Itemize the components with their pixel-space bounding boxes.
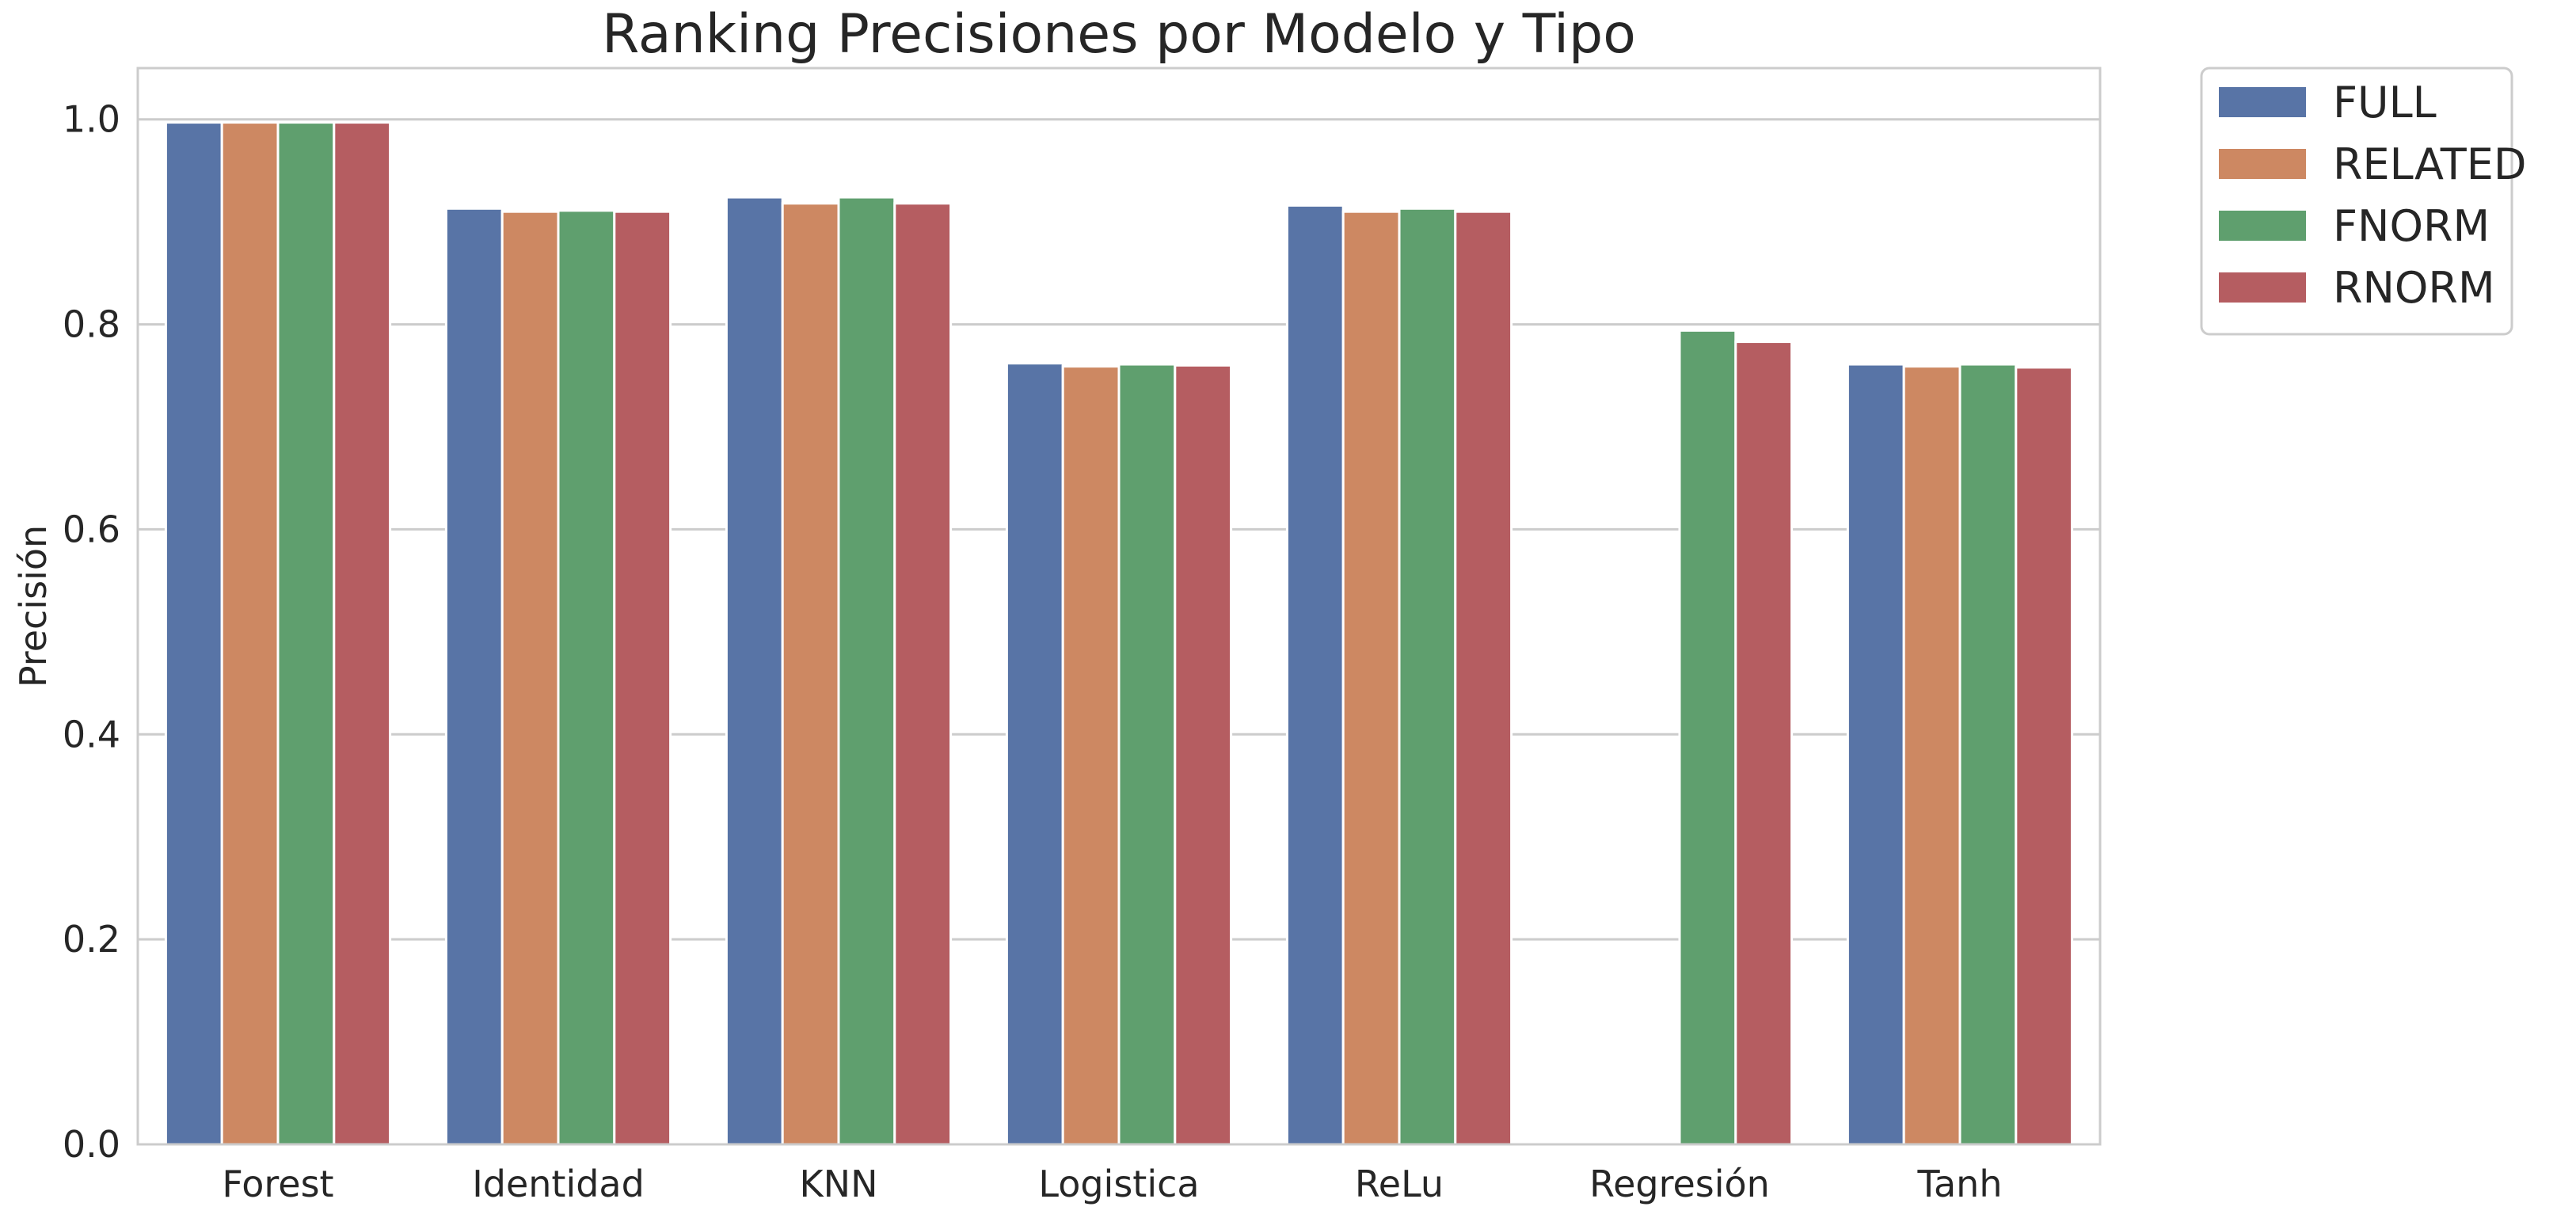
bar-rnorm-2 [893, 202, 953, 1146]
bar-full-1 [444, 207, 504, 1146]
bar-related-6 [1902, 365, 1961, 1146]
legend-swatch-full [2219, 87, 2306, 117]
x-tick-label: Forest [222, 1163, 333, 1205]
x-tick-label: KNN [800, 1163, 878, 1205]
legend-swatch-fnorm [2219, 211, 2306, 241]
bar-rnorm-6 [2015, 366, 2074, 1146]
y-tick-label: 0.0 [63, 1123, 120, 1166]
x-tick-label: Regresión [1589, 1163, 1770, 1205]
y-tick-label: 0.4 [63, 713, 120, 756]
bar-full-6 [1846, 363, 1905, 1146]
bar-rnorm-1 [613, 210, 672, 1146]
bar-fnorm-1 [557, 209, 616, 1146]
legend-frame [2200, 67, 2513, 336]
legend-swatch-related [2219, 149, 2306, 179]
bar-related-2 [781, 202, 840, 1146]
bar-full-0 [164, 121, 223, 1146]
bar-rnorm-3 [1174, 363, 1233, 1146]
y-tick-label: 1.0 [63, 98, 120, 141]
y-tick-label: 0.6 [63, 508, 120, 550]
bar-full-2 [725, 196, 784, 1146]
legend-label-related: RELATED [2333, 139, 2526, 189]
y-tick-label: 0.2 [63, 918, 120, 961]
x-tick-label: ReLu [1355, 1163, 1444, 1205]
bar-related-1 [500, 210, 560, 1146]
bar-fnorm-4 [1398, 207, 1457, 1146]
bars [164, 121, 2074, 1146]
chart-title: Ranking Precisiones por Modelo y Tipo [602, 3, 1636, 66]
legend: FULL RELATED FNORM RNORM [2200, 67, 2526, 336]
bar-related-0 [220, 121, 280, 1146]
bar-fnorm-0 [276, 121, 336, 1146]
y-axis-label: Precisión [12, 525, 55, 687]
x-tick-label: Identidad [472, 1163, 645, 1205]
legend-label-fnorm: FNORM [2333, 201, 2490, 251]
bar-rnorm-4 [1454, 210, 1513, 1146]
x-tick-label: Logistica [1038, 1163, 1199, 1205]
legend-label-rnorm: RNORM [2333, 263, 2495, 313]
bar-rnorm-0 [333, 121, 392, 1146]
bar-fnorm-2 [837, 196, 896, 1146]
y-tick-label: 0.8 [63, 303, 120, 346]
bar-fnorm-6 [1958, 363, 2018, 1146]
bar-rnorm-5 [1734, 341, 1794, 1146]
bar-related-4 [1341, 210, 1401, 1146]
bar-related-3 [1061, 365, 1121, 1146]
x-tick-label: Tanh [1917, 1163, 2003, 1205]
legend-swatch-rnorm [2219, 272, 2306, 303]
x-tick-labels: Forest Identidad KNN Logistica ReLu Regresión… [222, 1163, 2002, 1205]
legend-label-full: FULL [2333, 78, 2437, 128]
bar-fnorm-3 [1117, 363, 1177, 1146]
bar-full-3 [1005, 362, 1064, 1146]
bar-fnorm-5 [1678, 329, 1737, 1146]
bar-full-4 [1285, 204, 1345, 1146]
y-tick-labels: 0.0 0.2 0.4 0.6 0.8 1.0 [63, 98, 120, 1166]
plot-frame [136, 67, 2102, 1146]
